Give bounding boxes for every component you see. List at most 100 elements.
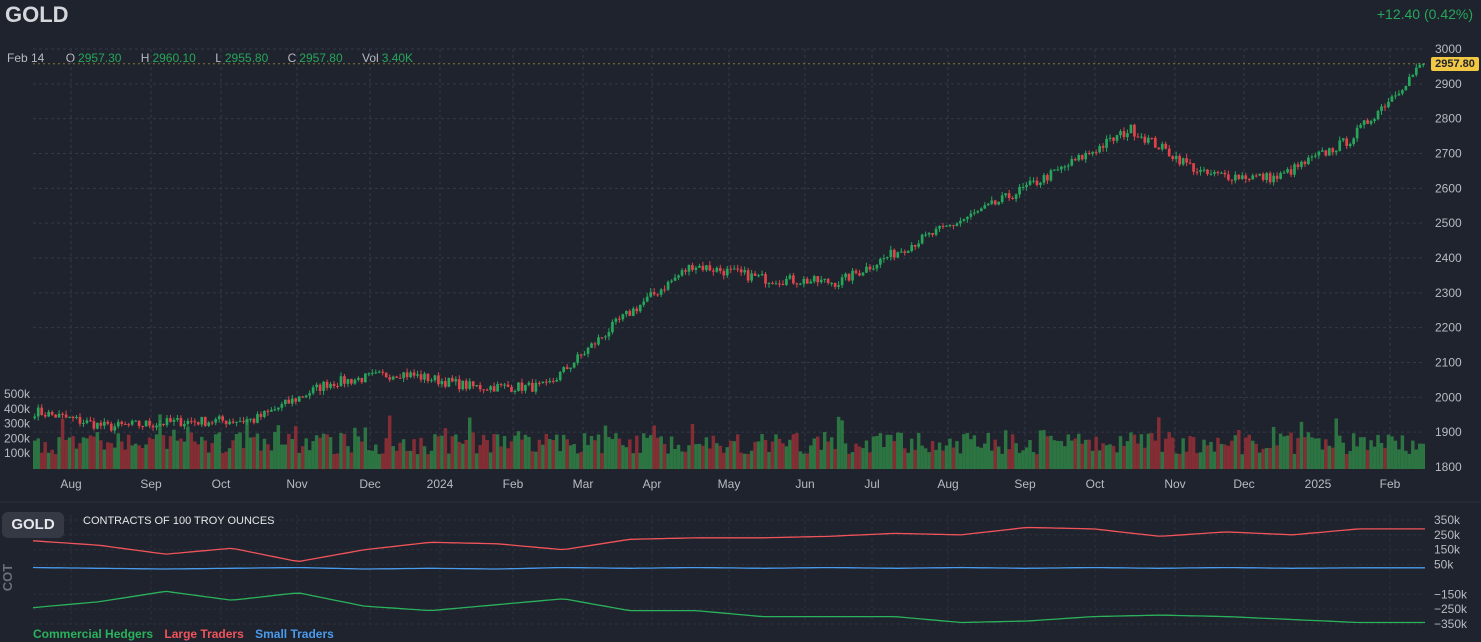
volume-bar: [983, 443, 987, 469]
candle-body: [1039, 182, 1042, 185]
volume-bar: [648, 435, 653, 469]
candle-body: [1011, 197, 1014, 200]
candle-body: [47, 411, 50, 417]
candle-body: [1387, 101, 1390, 108]
volume-bar: [78, 443, 82, 469]
candle-body: [437, 375, 440, 385]
candle-body: [384, 372, 388, 378]
candle-body: [677, 275, 680, 278]
x-tick-label: Mar: [573, 477, 594, 491]
volume-bar: [1369, 440, 1373, 469]
candle-body: [934, 228, 938, 235]
volume-bar: [969, 439, 973, 469]
candle-body: [1324, 150, 1328, 156]
volume-bar: [318, 437, 322, 469]
volume-bar: [1393, 440, 1398, 469]
volume-tick-label: 100k: [4, 446, 31, 460]
volume-bar: [1132, 434, 1137, 469]
volume-bar: [1358, 437, 1363, 469]
candle-body: [1066, 165, 1070, 167]
candle-body: [311, 387, 315, 394]
candle-body: [374, 372, 378, 374]
volume-bar: [335, 453, 340, 469]
candle-body: [210, 422, 214, 424]
candle-body: [1070, 159, 1074, 166]
volume-bar: [64, 439, 68, 469]
candle-body: [1143, 136, 1147, 143]
volume-bar: [213, 434, 218, 469]
candle-body: [544, 381, 548, 383]
y-tick-label: 2100: [1435, 356, 1462, 370]
volume-bar: [1275, 445, 1279, 469]
volume-bar: [548, 439, 552, 469]
volume-bar: [474, 453, 479, 469]
volume-bar: [1000, 453, 1004, 469]
candle-body: [1321, 150, 1324, 152]
candle-body: [760, 274, 764, 276]
candle-body: [1164, 143, 1168, 149]
candle-body: [896, 252, 900, 258]
volume-bar: [1174, 453, 1178, 469]
volume-bar: [408, 450, 413, 469]
volume-bar: [669, 436, 674, 469]
candle-body: [698, 265, 701, 268]
volume-bar: [979, 447, 984, 469]
y-tick-label: 2900: [1435, 77, 1462, 91]
candle-body: [1021, 186, 1025, 188]
ohlc-date: Feb 14: [7, 51, 45, 65]
volume-bar: [854, 443, 858, 469]
volume-bar: [1299, 421, 1304, 469]
candle-body: [1341, 138, 1345, 141]
candle-body: [405, 372, 409, 378]
candle-body: [917, 243, 920, 247]
cot-symbol-badge[interactable]: GOLD: [2, 512, 64, 538]
candle-body: [322, 381, 325, 391]
volume-bar: [537, 439, 542, 469]
candle-body: [343, 376, 346, 384]
volume-bar: [116, 433, 120, 469]
candle-body: [1181, 158, 1185, 165]
volume-bar: [1264, 448, 1269, 469]
volume-bar: [126, 434, 131, 469]
candle-body: [235, 421, 238, 423]
candle-body: [684, 270, 687, 272]
volume-tick-label: 400k: [4, 402, 31, 416]
volume-bar: [102, 449, 107, 469]
candle-body: [1004, 193, 1007, 196]
legend-small[interactable]: Small Traders: [255, 627, 334, 641]
volume-bar: [913, 449, 917, 469]
volume-bar: [1313, 438, 1318, 469]
candle-body: [270, 409, 273, 412]
legend-large[interactable]: Large Traders: [164, 627, 244, 641]
volume-bar: [774, 434, 778, 469]
candle-body: [531, 382, 534, 392]
x-tick-label: Nov: [286, 477, 307, 491]
candle-body: [1119, 131, 1122, 136]
volume-bar: [802, 453, 806, 469]
candle-body: [36, 407, 40, 417]
volume-bar: [502, 435, 507, 469]
volume-bar: [1042, 430, 1046, 469]
candle-body: [708, 265, 712, 271]
candle-body: [447, 377, 451, 387]
x-tick-label: 2025: [1305, 477, 1332, 491]
candle-body: [423, 373, 426, 380]
candle-body: [586, 347, 590, 354]
volume-bar: [1407, 453, 1412, 469]
volume-bar: [304, 438, 308, 469]
candle-body: [645, 296, 649, 302]
volume-bar: [784, 446, 789, 469]
legend-commercial[interactable]: Commercial Hedgers: [33, 627, 154, 641]
candle-body: [391, 376, 395, 380]
volume-tick-label: 300k: [4, 417, 31, 431]
volume-bar: [541, 444, 545, 469]
volume-bar: [165, 448, 169, 469]
candle-body: [611, 321, 614, 333]
candle-body: [927, 233, 931, 235]
volume-bar: [875, 435, 879, 469]
candle-body: [1153, 137, 1157, 148]
candle-body: [576, 354, 579, 363]
candle-body: [600, 337, 604, 339]
volume-bar: [1223, 444, 1227, 469]
